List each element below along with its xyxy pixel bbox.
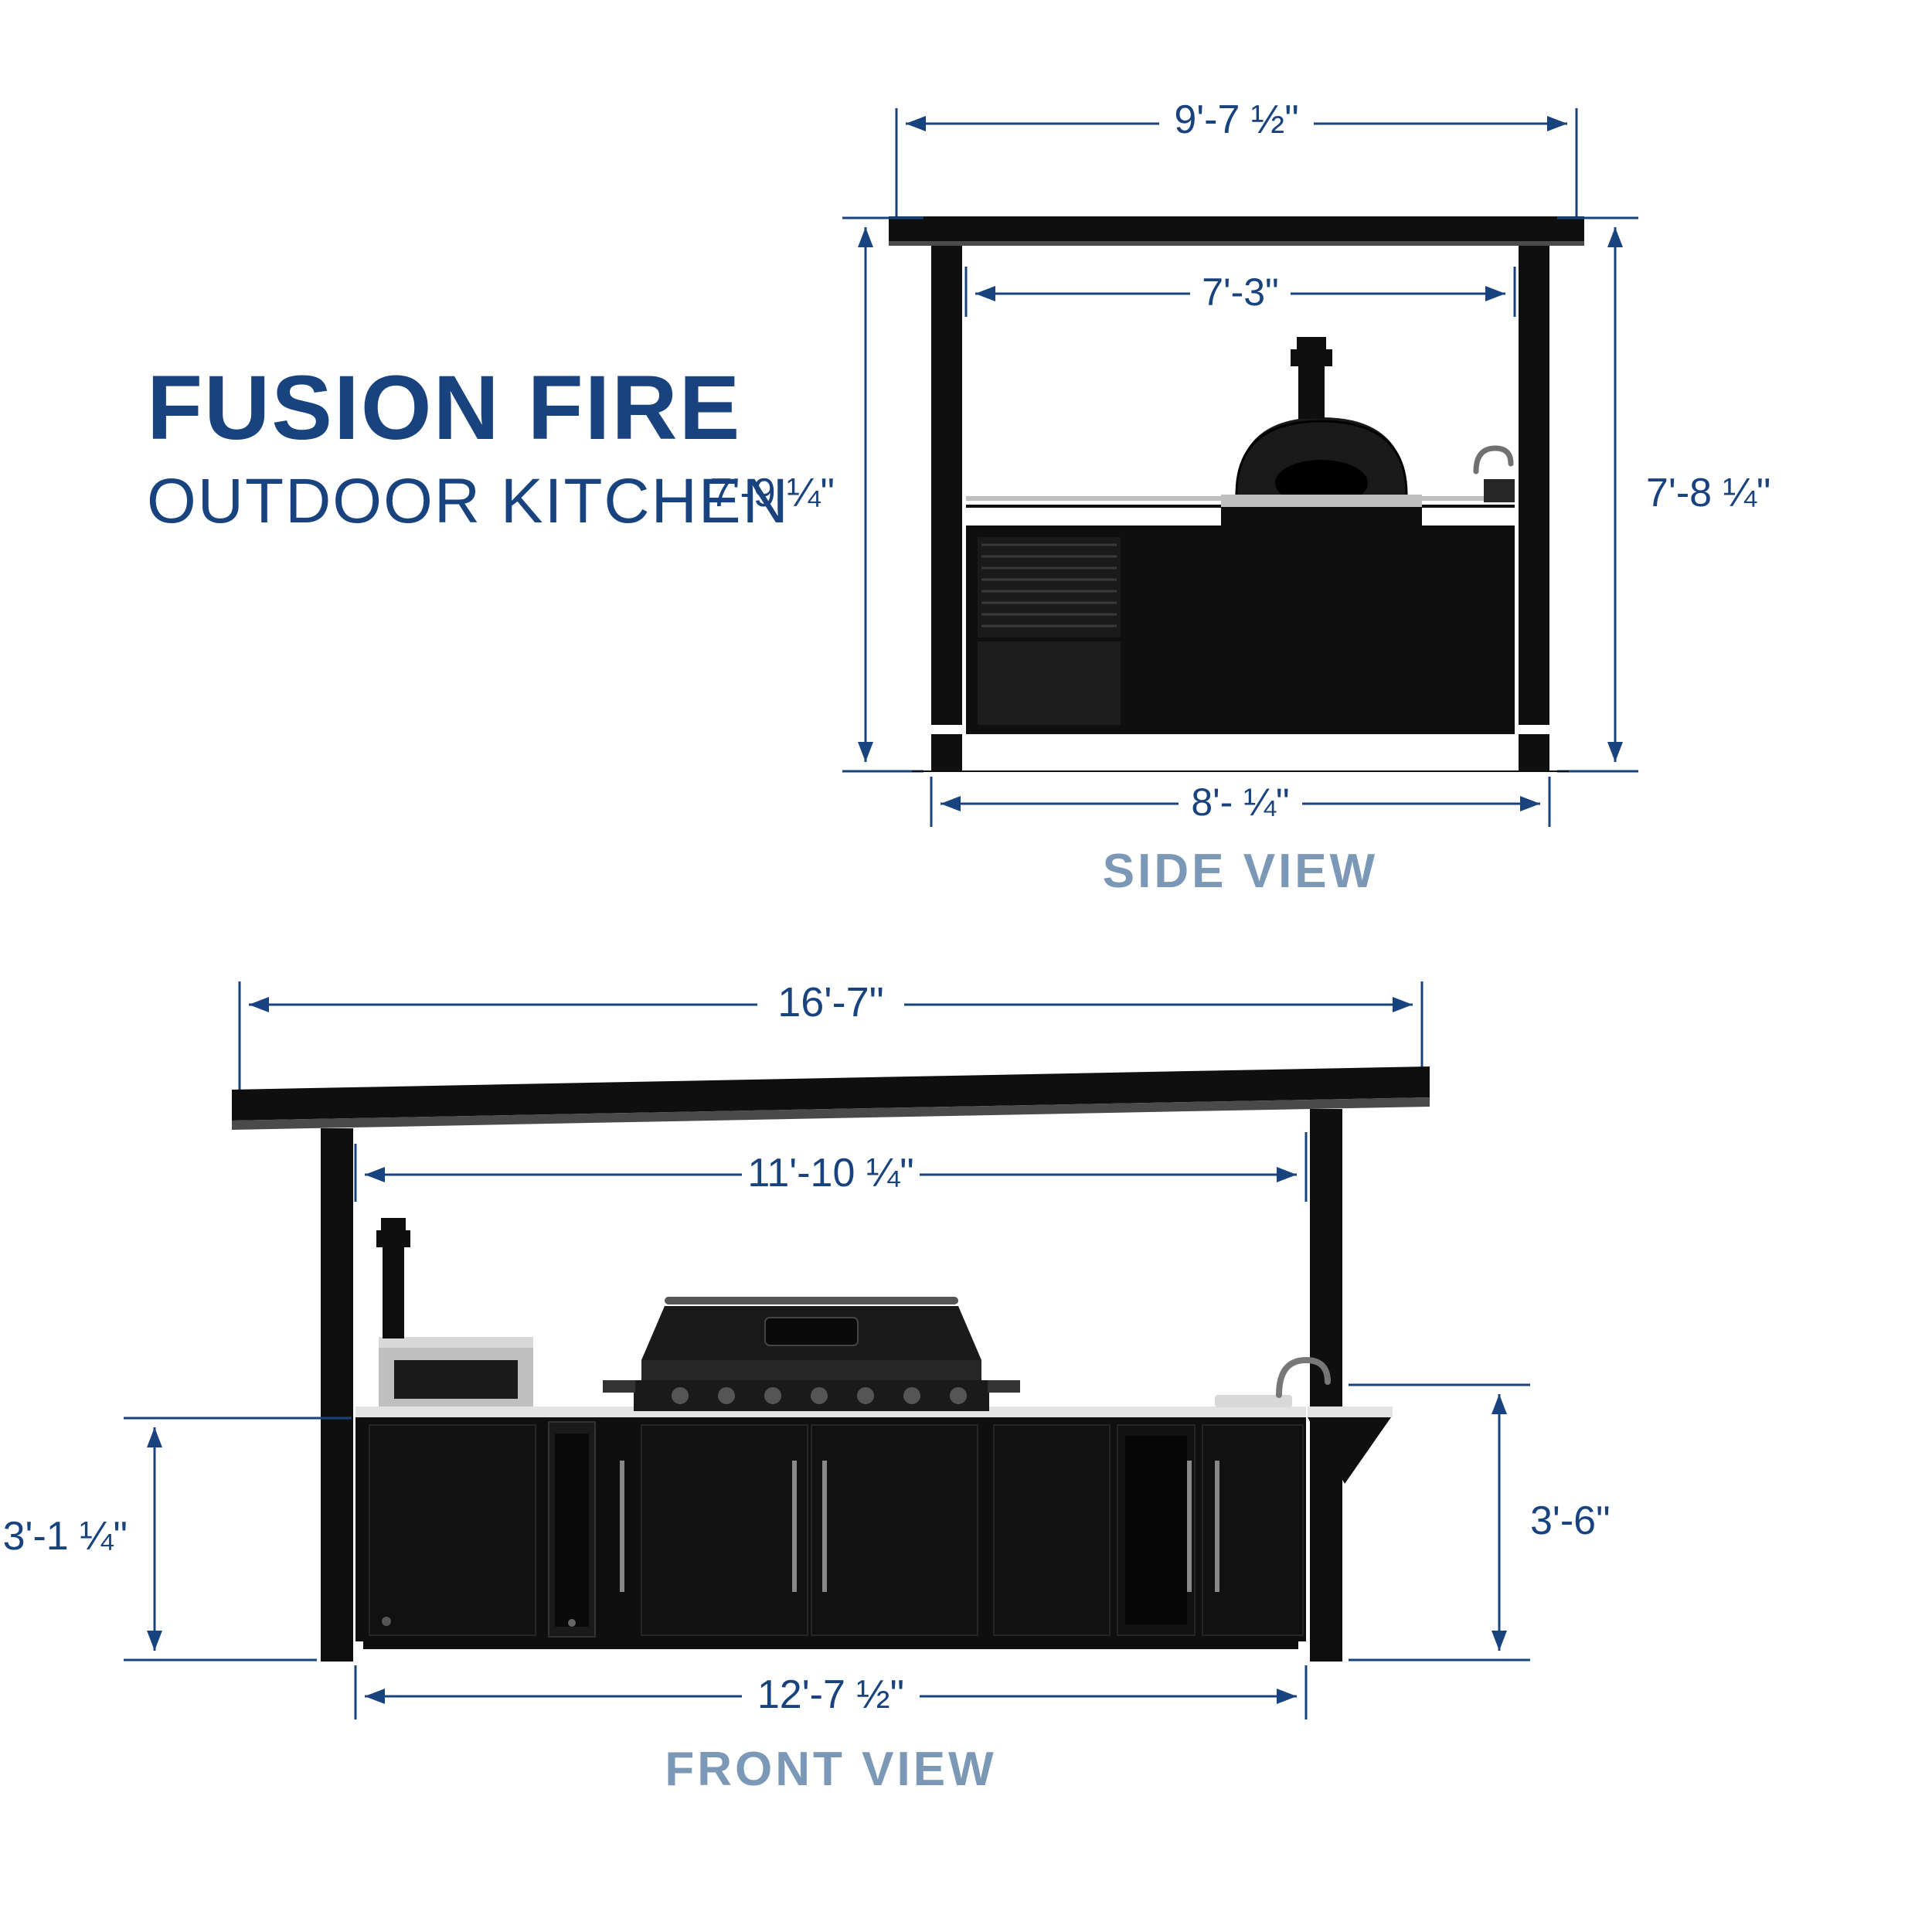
dim-front-base-width: 12'-7 ½" [757, 1672, 904, 1717]
dim-front-height-left: 3'-1 ¼" [3, 1514, 128, 1559]
dim-front-inner-width: 11'-10 ¼" [747, 1151, 913, 1196]
dim-front-height-right: 3'-6" [1530, 1498, 1611, 1543]
front-view-svg: 16'-7" 11'-10 ¼" [0, 0, 1932, 1932]
dim-front-roof-width: 16'-7" [777, 979, 884, 1026]
pizza-oven-front [376, 1218, 533, 1406]
front-view-label: FRONT VIEW [665, 1743, 996, 1796]
grill-front [603, 1297, 1020, 1411]
